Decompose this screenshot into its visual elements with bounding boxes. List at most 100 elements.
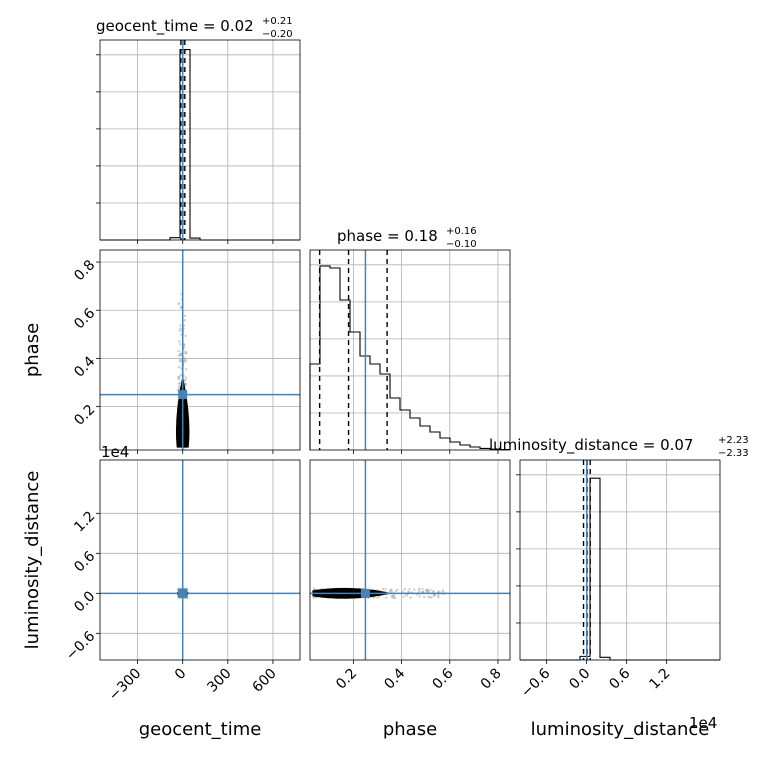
panel-geocent-time-geocent-time-frame [99, 39, 301, 241]
title-geocent-time-minus: −0.20 [262, 29, 293, 40]
panel-luminosity-distance-phase-sample-151 [407, 590, 410, 593]
histogram-luminosity-distance [520, 477, 720, 661]
truth-layer [100, 40, 588, 660]
title-luminosity-distance-plus: +2.23 [718, 435, 749, 446]
x-offset-text: 1e4 [689, 714, 717, 732]
panel-luminosity-distance-phase-sample-149 [390, 594, 393, 598]
ytick-label-phase-0: 0.2 [71, 402, 98, 429]
xtick-label-geocent-time-0: −300 [106, 666, 145, 705]
panel-luminosity-distance-phase-sample-36 [416, 593, 419, 597]
xlabel-phase: phase [383, 719, 437, 740]
panel-luminosity-distance-phase-sample-102 [401, 590, 404, 593]
histogram-phase [309, 265, 511, 451]
panel-luminosity-distance-phase-sample-112 [423, 595, 426, 599]
panel-phase-geocent-time-sample-144 [179, 373, 183, 376]
title-luminosity-distance-minus: −2.33 [718, 448, 749, 459]
panel-luminosity-distance-phase-sample-132 [402, 595, 405, 598]
panel-phase-geocent-time-sample-157 [184, 367, 188, 371]
panel-luminosity-distance-phase-frame [309, 459, 511, 661]
panel-phase-geocent-time-sample-31 [178, 342, 182, 346]
panel-luminosity-distance-phase-sample-118 [390, 588, 393, 591]
panel-luminosity-distance-phase-sample-40 [385, 596, 388, 599]
ylabel-phase: phase [22, 323, 43, 377]
panel-luminosity-distance-phase-sample-69 [428, 596, 432, 600]
panel-phase-geocent-time-sample-104 [183, 314, 187, 318]
panel-phase-geocent-time-sample-71 [179, 324, 182, 327]
xtick-label-phase-0: 0.2 [333, 666, 360, 693]
histogram-geocent-time [100, 48, 300, 241]
panel-luminosity-distance-phase-sample-90 [384, 587, 387, 591]
xtick-label-luminosity-distance-1: 0.0 [566, 666, 593, 693]
xtick-label-phase-3: 0.8 [478, 666, 505, 693]
panel-phase-geocent-time-sample-154 [179, 327, 182, 330]
panel-luminosity-distance-phase-sample-128 [376, 596, 379, 600]
frame-layer [99, 39, 721, 661]
panel-luminosity-distance-phase-sample-157 [390, 590, 394, 593]
panel-luminosity-distance-phase-sample-95 [413, 588, 416, 591]
panel-luminosity-distance-phase-sample-3 [421, 587, 424, 590]
y-offset-text: 1e4 [101, 443, 129, 461]
panel-luminosity-distance-phase-sample-129 [392, 596, 396, 599]
panel-luminosity-distance-phase-sample-91 [403, 588, 407, 591]
panel-phase-geocent-time-frame [99, 249, 301, 451]
panel-phase-geocent-time-sample-0 [178, 329, 181, 332]
panel-phase-geocent-time-sample-65 [177, 349, 180, 353]
panel-luminosity-distance-phase-sample-145 [418, 595, 421, 598]
xtick-label-geocent-time-2: 300 [204, 666, 234, 696]
panel-phase-geocent-time-sample-146 [184, 357, 187, 360]
ytick-label-luminosity-distance-0: −0.6 [63, 628, 98, 663]
xtick-label-luminosity-distance-3: 1.2 [646, 666, 673, 693]
panel-luminosity-distance-phase-sample-138 [417, 587, 421, 591]
panel-luminosity-distance-phase-sample-135 [312, 596, 315, 600]
panel-phase-geocent-time-sample-66 [178, 360, 182, 363]
ytick-label-phase-2: 0.6 [71, 305, 98, 332]
tick-layer: 0.2 0.4 0.6 0.8 −0.6 0.0 0.6 1.2 −300 0 300 600 0.2 0… [63, 54, 673, 705]
panel-luminosity-distance-phase-truth-marker [360, 588, 370, 598]
xtick-label-luminosity-distance-2: 0.6 [606, 665, 633, 692]
panel-phase-geocent-time-sample-16 [184, 334, 187, 338]
panel-luminosity-distance-phase-sample-147 [429, 588, 432, 592]
panel-phase-geocent-time-sample-123 [177, 354, 181, 358]
panel-luminosity-distance-phase-sample-58 [437, 596, 440, 599]
panel-luminosity-distance-phase-sample-96 [405, 594, 408, 597]
panel-phase-geocent-time-sample-100 [185, 352, 188, 355]
title-phase-minus: −0.10 [446, 239, 477, 250]
xtick-label-phase-2: 0.6 [430, 665, 457, 692]
title-geocent-time: geocent_time = 0.02 [96, 17, 254, 36]
panel-phase-geocent-time-sample-97 [182, 324, 186, 327]
grid-layer [100, 40, 720, 660]
panel-luminosity-distance-phase-sample-72 [394, 589, 398, 593]
ytick-label-luminosity-distance-3: 1.2 [71, 508, 98, 535]
panel-luminosity-distance-luminosity-distance-frame [519, 459, 721, 661]
ylabel-luminosity-distance: luminosity_distance [22, 471, 43, 650]
title-luminosity-distance: luminosity_distance = 0.07 [489, 436, 693, 455]
title-phase: phase = 0.18 [337, 227, 438, 245]
xtick-label-phase-1: 0.4 [381, 665, 408, 692]
panel-luminosity-distance-phase-sample-125 [425, 588, 429, 591]
panel-phase-geocent-time-sample-43 [178, 381, 181, 385]
panel-phase-geocent-time-sample-99 [184, 376, 188, 380]
panel-phase-geocent-time-sample-69 [183, 318, 187, 322]
ytick-label-luminosity-distance-2: 0.6 [71, 548, 98, 575]
panel-phase-geocent-time-sample-70 [184, 378, 187, 382]
title-phase-plus: +0.16 [446, 226, 477, 237]
xtick-label-geocent-time-1: 0 [172, 666, 190, 684]
xlabel-geocent-time: geocent_time [139, 719, 262, 740]
panel-phase-phase-frame [309, 249, 511, 451]
panel-phase-geocent-time-sample-117 [177, 365, 181, 369]
panel-phase-geocent-time-sample-147 [184, 382, 188, 386]
ytick-label-phase-3: 0.8 [71, 257, 98, 284]
panel-phase-geocent-time-sample-101 [177, 385, 181, 388]
panel-luminosity-distance-phase-sample-81 [396, 588, 399, 591]
ytick-label-luminosity-distance-1: 0.0 [71, 588, 98, 615]
xlabel-luminosity-distance: luminosity_distance [531, 719, 710, 740]
panel-phase-geocent-time-sample-90 [178, 302, 181, 305]
panel-phase-geocent-time-sample-107 [177, 340, 181, 343]
panel-luminosity-distance-phase-sample-153 [409, 596, 412, 599]
panel-phase-geocent-time-sample-120 [183, 359, 186, 362]
panel-phase-geocent-time-sample-89 [180, 292, 183, 296]
title-geocent-time-plus: +0.21 [262, 16, 293, 27]
xtick-label-geocent-time-3: 600 [250, 666, 280, 696]
panel-luminosity-distance-phase-sample-159 [421, 590, 425, 594]
